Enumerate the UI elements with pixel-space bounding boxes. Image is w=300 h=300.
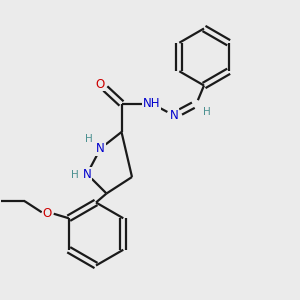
- Text: O: O: [43, 207, 52, 220]
- Text: N: N: [82, 167, 91, 181]
- Text: H: H: [203, 107, 211, 117]
- Text: H: H: [70, 169, 78, 180]
- Text: O: O: [96, 77, 105, 91]
- Text: N: N: [96, 142, 105, 155]
- Text: NH: NH: [143, 97, 160, 110]
- Text: H: H: [85, 134, 93, 145]
- Text: N: N: [169, 109, 178, 122]
